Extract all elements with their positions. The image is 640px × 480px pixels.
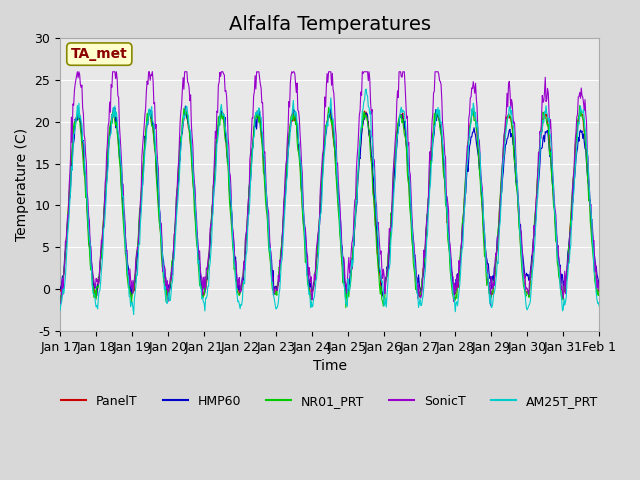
Title: Alfalfa Temperatures: Alfalfa Temperatures [228, 15, 431, 34]
Text: TA_met: TA_met [71, 47, 128, 61]
Legend: PanelT, HMP60, NR01_PRT, SonicT, AM25T_PRT: PanelT, HMP60, NR01_PRT, SonicT, AM25T_P… [56, 390, 604, 413]
X-axis label: Time: Time [313, 359, 347, 373]
Y-axis label: Temperature (C): Temperature (C) [15, 128, 29, 241]
